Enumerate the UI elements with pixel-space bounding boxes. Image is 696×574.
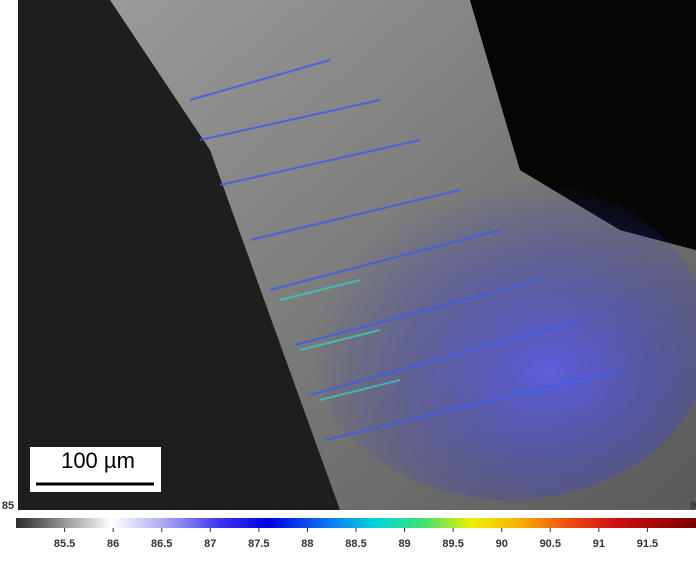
colorbar-tick-label: 90 (496, 538, 508, 550)
colorbar-tick-label: 89.5 (442, 538, 463, 550)
colorbar-tick-label: 85.5 (54, 538, 75, 550)
indexed-region (310, 180, 696, 500)
colorbar: 85 92 85.5 86 86.5 87 87.5 88 88.5 89 89.5 90 90.5… (2, 500, 696, 550)
micrograph: 100 µm (18, 0, 696, 510)
colorbar-tick-label: 87.5 (248, 538, 269, 550)
streaks-cyan (279, 279, 401, 401)
colorbar-tick-label: 86.5 (151, 538, 172, 550)
scale-bar-label: 100 µm (61, 448, 135, 473)
streaks (189, 59, 621, 441)
left-grain (18, 0, 340, 510)
colorbar-tick-label: 87 (204, 538, 216, 550)
colorbar-gradient (16, 518, 696, 528)
scale-bar: 100 µm (30, 447, 161, 492)
colorbar-tick-label: 91.5 (637, 538, 658, 550)
colorbar-max-label: 92 (690, 500, 696, 512)
colorbar-tick-label: 91 (593, 538, 605, 550)
colorbar-min-label: 85 (2, 500, 14, 512)
colorbar-tick-label: 88 (301, 538, 313, 550)
colorbar-tick-label: 90.5 (540, 538, 561, 550)
colorbar-tick-label: 86 (107, 538, 119, 550)
colorbar-tick-label: 89 (398, 538, 410, 550)
colorbar-tick-label: 88.5 (345, 538, 366, 550)
right-region (470, 0, 696, 250)
